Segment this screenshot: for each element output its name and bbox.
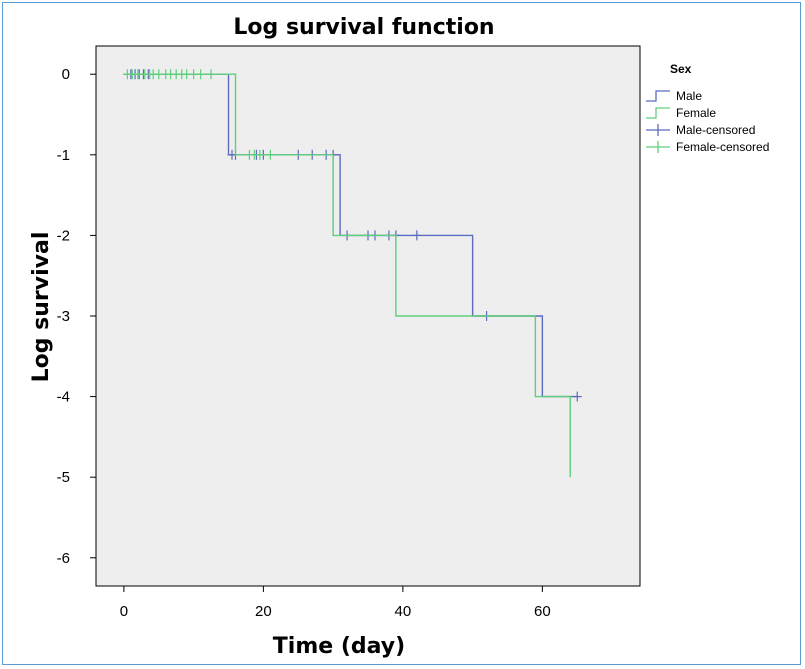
- legend-title: Sex: [670, 62, 692, 76]
- legend-label: Female-censored: [676, 140, 769, 154]
- series-layer: [122, 69, 582, 478]
- legend: Sex Male Female Male-censored Female-censor…: [646, 62, 769, 154]
- y-tick-label: 0: [62, 66, 70, 83]
- legend-label: Male-censored: [676, 123, 755, 137]
- x-tick-label: 40: [395, 603, 412, 620]
- x-axis: 0 20 40 60: [120, 586, 551, 620]
- x-tick-label: 20: [255, 603, 272, 620]
- legend-swatch-female: [646, 107, 670, 119]
- x-tick-label: 60: [534, 603, 551, 620]
- x-axis-label: Time (day): [273, 634, 405, 659]
- y-tick-label: -3: [57, 308, 70, 325]
- chart-title: Log survival function: [233, 15, 494, 40]
- legend-swatch-male: [646, 90, 670, 102]
- y-tick-label: -6: [57, 550, 70, 567]
- x-tick-label: 0: [120, 603, 128, 620]
- y-axis-label: Log survival: [29, 232, 54, 383]
- y-tick-label: -4: [57, 389, 70, 406]
- legend-label: Male: [676, 89, 702, 103]
- y-tick-label: -1: [57, 147, 70, 164]
- legend-label: Female: [676, 106, 716, 120]
- y-axis: 0 -1 -2 -3 -4 -5 -6: [57, 66, 96, 567]
- plot-area: [95, 45, 641, 587]
- series-line-male: [123, 73, 578, 398]
- y-tick-label: -5: [57, 469, 70, 486]
- series-line-female: [123, 73, 571, 478]
- y-tick-label: -2: [57, 227, 70, 244]
